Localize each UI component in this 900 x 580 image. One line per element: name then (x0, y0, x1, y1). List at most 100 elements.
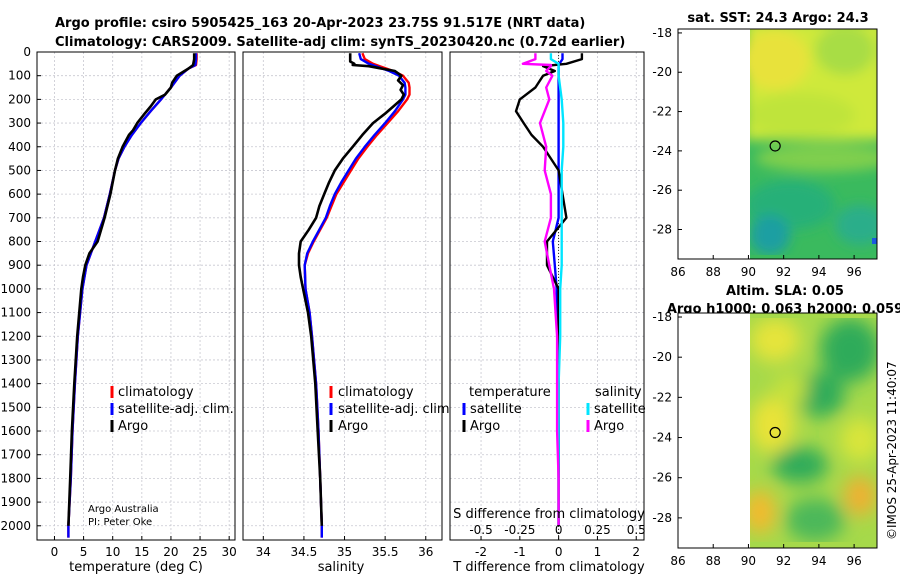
depth-tick-label: 400 (8, 140, 31, 154)
sla-map-frame (677, 312, 878, 549)
legend-temperature-group: temperature (469, 385, 551, 400)
depth-tick-label: 1900 (0, 495, 31, 509)
legend-climatology-label: climatology (118, 385, 194, 400)
s-tick-label: -0.5 (469, 523, 492, 537)
float-location-marker (769, 426, 781, 439)
depth-tick-label: 800 (8, 235, 31, 249)
legend-t-satellite-label: satellite (470, 402, 522, 417)
legend-climatology-label: climatology (338, 385, 414, 400)
legend-s-argo-label: Argo (594, 419, 624, 434)
sst-field (750, 29, 877, 259)
x-tick-label: -1 (514, 545, 526, 559)
lon-tick-label: 94 (811, 554, 826, 568)
depth-tick-label: 700 (8, 211, 31, 225)
legend-argo-label: Argo (338, 419, 368, 434)
x-tick-label: -2 (475, 545, 487, 559)
temperature-xlabel: temperature (deg C) (69, 560, 203, 575)
s-tick-label: 0.25 (584, 523, 611, 537)
difference-legend: temperature salinity satellite Argo sate… (462, 385, 646, 434)
x-tick-label: 30 (222, 545, 237, 559)
series-salinity-satellite (549, 53, 565, 526)
legend-salinity-group: salinity (595, 385, 642, 400)
depth-tick-label: 2000 (0, 519, 31, 533)
sst-map-title: sat. SST: 24.3 Argo: 24.3 (687, 11, 868, 26)
legend-satellite-label: satellite-adj. clim. (118, 402, 234, 417)
lat-tick-label: -20 (652, 65, 672, 79)
lat-tick-label: -18 (652, 26, 672, 40)
series-argo (297, 53, 406, 526)
depth-tick-label: 900 (8, 258, 31, 272)
x-tick-label: 34 (256, 545, 271, 559)
salinity-series (297, 52, 411, 538)
salinity-xlabel: salinity (318, 560, 365, 575)
t-difference-tick-labels: -2 -1 0 1 2 (475, 536, 640, 559)
s-difference-tick-labels: -0.5 -0.25 0 0.25 0.5 (469, 523, 645, 537)
sst-map-ticks: 86 88 90 92 94 96 -18 -20 -22 -24 -26 -28 (652, 26, 861, 279)
depth-tick-label: 300 (8, 116, 31, 130)
x-tick-label: 10 (105, 545, 120, 559)
sla-map-ticks: 86 88 90 92 94 96 -18 -20 -22 -24 -26 -28 (652, 310, 861, 568)
depth-tick-label: 1700 (0, 448, 31, 462)
lat-tick-label: -18 (652, 310, 672, 324)
lat-tick-label: -24 (652, 144, 672, 158)
s-difference-xlabel: S difference from climatology (453, 507, 645, 522)
legend-s-satellite-label: satellite (594, 402, 646, 417)
depth-tick-label: 600 (8, 187, 31, 201)
lat-tick-label: -24 (652, 431, 672, 445)
salinity-axes-frame (242, 51, 443, 541)
lon-tick-label: 86 (670, 265, 685, 279)
legend-t-argo-label: Argo (470, 419, 500, 434)
legend-satellite-label: satellite-adj. clim. (338, 402, 454, 417)
lon-tick-label: 86 (670, 554, 685, 568)
depth-tick-label: 1300 (0, 353, 31, 367)
salinity-panel: 34 34.5 35 35.5 36 salinity climatology sate… (242, 51, 454, 575)
figure-title-line1: Argo profile: csiro 5905425_163 20-Apr-2… (55, 16, 585, 31)
depth-tick-label: 1200 (0, 329, 31, 343)
x-tick-label: 0 (51, 545, 59, 559)
lat-tick-label: -28 (652, 223, 672, 237)
depth-tick-label: 1800 (0, 471, 31, 485)
sla-field (750, 313, 877, 548)
salinity-grid (243, 51, 442, 540)
series-salinity-argo (521, 53, 560, 526)
temperature-grid (37, 51, 235, 540)
temperature-axes-frame (36, 51, 236, 541)
temperature-panel: 0100200300400500600700800900100011001200… (0, 45, 236, 575)
x-tick-label: 20 (163, 545, 178, 559)
depth-tick-label: 500 (8, 163, 31, 177)
sla-map-panel: Altim. SLA: 0.05 Argo h1000: 0.063 h2000… (652, 284, 900, 568)
depth-tick-label: 1000 (0, 282, 31, 296)
x-tick-label: 35 (337, 545, 352, 559)
x-tick-label: 2 (632, 545, 640, 559)
float-location-marker (769, 140, 781, 152)
sst-map-frame (677, 28, 878, 260)
lat-tick-label: -28 (652, 511, 672, 525)
lon-tick-label: 96 (846, 554, 861, 568)
difference-panel: -2 -1 0 1 2 -0.5 -0.25 0 0.25 0.5 S difference f… (449, 51, 646, 575)
lat-tick-label: -26 (652, 471, 672, 485)
x-tick-label: 15 (134, 545, 149, 559)
lon-tick-label: 90 (741, 265, 756, 279)
credit-org: Argo Australia (88, 504, 159, 515)
difference-axes-frame (449, 51, 645, 541)
legend-argo-label: Argo (118, 419, 148, 434)
depth-tick-label: 1100 (0, 306, 31, 320)
temperature-series (67, 53, 198, 538)
x-tick-label: 0 (555, 545, 563, 559)
lon-tick-label: 92 (776, 554, 791, 568)
x-tick-label: 35.5 (372, 545, 399, 559)
depth-tick-label: 100 (8, 69, 31, 83)
s-tick-label: 0 (555, 523, 563, 537)
depth-tick-label: 1400 (0, 377, 31, 391)
sla-map-title: Altim. SLA: 0.05 (726, 284, 844, 299)
lat-tick-label: -22 (652, 390, 672, 404)
x-tick-label: 36 (418, 545, 433, 559)
x-tick-label: 34.5 (291, 545, 318, 559)
lon-tick-label: 90 (741, 554, 756, 568)
depth-tick-label: 0 (23, 45, 31, 59)
x-tick-label: 1 (594, 545, 602, 559)
x-tick-label: 5 (80, 545, 88, 559)
lon-tick-label: 94 (811, 265, 826, 279)
lon-tick-label: 92 (776, 265, 791, 279)
temperature-tick-labels: 0 5 10 15 20 25 30 (51, 536, 237, 559)
